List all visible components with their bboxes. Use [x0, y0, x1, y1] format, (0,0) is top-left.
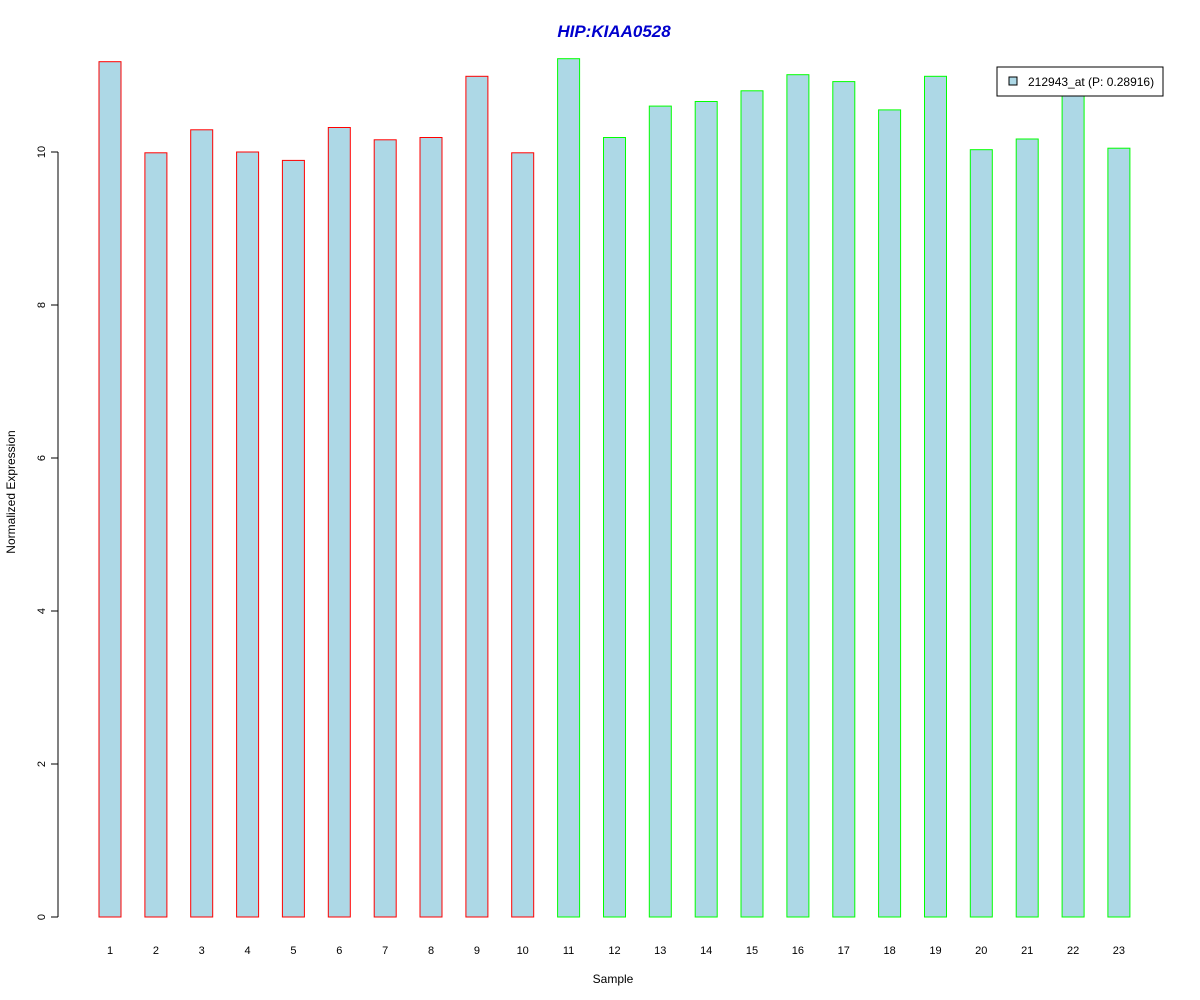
bar-sample-11 — [557, 58, 581, 918]
x-axis-title: Sample — [593, 972, 634, 986]
x-tick-label: 18 — [883, 945, 895, 957]
bar-sample-21 — [1015, 138, 1039, 918]
bar-sample-7 — [373, 139, 397, 918]
bar-sample-20 — [969, 149, 993, 918]
bar-sample-17 — [832, 81, 856, 918]
x-tick-label: 19 — [929, 945, 941, 957]
bar-sample-12 — [603, 137, 626, 918]
x-tick-label: 1 — [107, 945, 113, 957]
x-tick-label: 6 — [336, 945, 342, 957]
legend-label: 212943_at (P: 0.28916) — [1028, 75, 1154, 89]
bar-sample-9 — [465, 75, 489, 918]
x-tick-label: 11 — [563, 945, 574, 957]
legend: 212943_at (P: 0.28916) — [996, 66, 1164, 97]
bar-sample-2 — [144, 152, 168, 918]
x-tick-label: 12 — [608, 945, 620, 957]
x-tick-label: 10 — [517, 945, 529, 957]
x-tick-label: 4 — [245, 945, 251, 957]
bar-sample-8 — [419, 137, 443, 918]
x-tick-label: 14 — [700, 945, 712, 957]
x-tick-label: 23 — [1113, 945, 1125, 957]
x-tick-label: 20 — [975, 945, 987, 957]
bar-sample-18 — [878, 109, 902, 918]
y-tick-label: 2 — [36, 761, 48, 767]
x-tick-label: 7 — [382, 945, 388, 957]
x-tick-label: 17 — [838, 945, 850, 957]
bar-sample-19 — [924, 75, 947, 918]
bar-sample-3 — [190, 129, 214, 918]
x-tick-label: 3 — [199, 945, 205, 957]
bar-sample-14 — [694, 101, 718, 918]
bar-sample-13 — [648, 105, 672, 918]
bar-sample-22 — [1061, 92, 1085, 918]
x-tick-label: 21 — [1021, 945, 1033, 957]
x-tick-label: 15 — [746, 945, 758, 957]
bar-sample-15 — [740, 90, 764, 918]
chart-title: HIP:KIAA0528 — [557, 22, 671, 41]
legend-swatch — [1008, 76, 1018, 86]
x-tick-label: 5 — [290, 945, 296, 957]
bar-sample-5 — [281, 159, 305, 918]
x-axis-tick-labels: 1 2 3 4 5 6 7 8 9 10 11 12 13 14 15 16 17 18 19 20 21 22 23 — [107, 945, 1125, 957]
x-tick-label: 9 — [474, 945, 480, 957]
x-tick-label: 2 — [153, 945, 159, 957]
bar-sample-1 — [98, 61, 122, 918]
legend-box — [996, 66, 1164, 97]
bars-group — [98, 58, 1131, 918]
x-tick-label: 22 — [1067, 945, 1079, 957]
bar-sample-10 — [511, 152, 535, 918]
y-axis-title: Normalized Expression — [4, 430, 18, 553]
y-tick-label: 4 — [36, 608, 48, 614]
y-tick-label: 6 — [36, 455, 48, 461]
x-tick-label: 13 — [654, 945, 666, 957]
bar-sample-4 — [236, 151, 260, 918]
x-tick-label: 8 — [428, 945, 434, 957]
bar-sample-16 — [786, 74, 810, 918]
y-tick-label: 0 — [36, 914, 48, 920]
y-tick-label: 8 — [36, 302, 48, 308]
y-axis: 0 2 4 6 8 10 — [36, 146, 59, 920]
bar-sample-6 — [327, 127, 351, 918]
y-tick-label: 10 — [36, 146, 48, 158]
x-tick-label: 16 — [792, 945, 804, 957]
bar-sample-23 — [1107, 147, 1131, 918]
